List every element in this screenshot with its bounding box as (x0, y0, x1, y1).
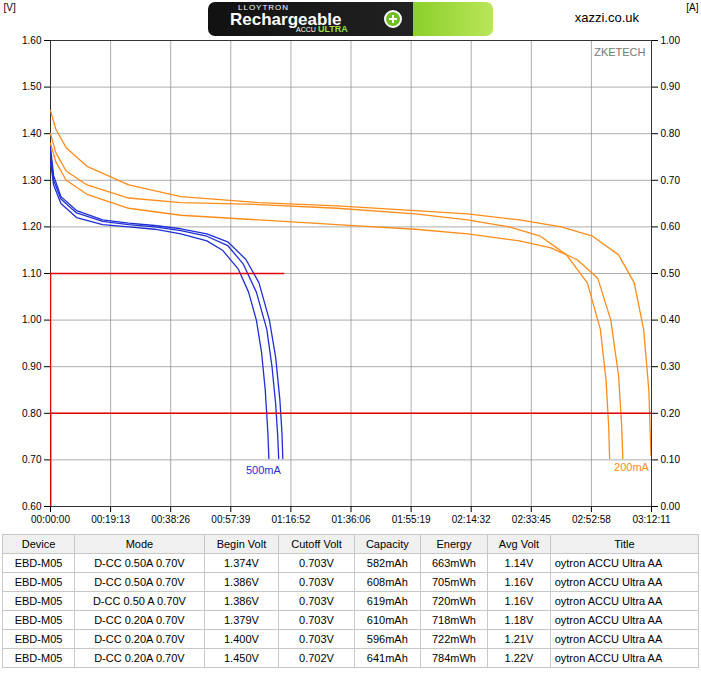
html-text:582mAh: 582mAh (366, 557, 408, 569)
html-text:Device: Device (21, 538, 56, 550)
html-text:D-CC 0.50 A 0.70V: D-CC 0.50 A 0.70V (92, 595, 186, 607)
svg-text:0.90: 0.90 (661, 81, 681, 92)
html-text:720mWh: 720mWh (431, 595, 476, 607)
html-text:1.18V: 1.18V (504, 614, 534, 626)
html-text:oytron ACCU Ultra AA: oytron ACCU Ultra AA (554, 576, 663, 588)
html-text:D-CC 0.20A 0.70V: D-CC 0.20A 0.70V (94, 614, 185, 626)
svg-text:1.20: 1.20 (22, 221, 42, 232)
html-text:EBD-M05: EBD-M05 (14, 595, 63, 607)
html-text:oytron ACCU Ultra AA: oytron ACCU Ultra AA (554, 595, 663, 607)
html-text:705mWh: 705mWh (431, 576, 476, 588)
html-text:1.22V: 1.22V (504, 652, 534, 664)
html-text:718mWh: 718mWh (431, 614, 476, 626)
html-text:1.374V: 1.374V (224, 557, 259, 569)
html-text:D-CC 0.50A 0.70V: D-CC 0.50A 0.70V (94, 576, 185, 588)
html-text:LLOYTRON: LLOYTRON (238, 3, 290, 12)
html-text:Mode: Mode (125, 538, 154, 550)
svg-text:1.60: 1.60 (22, 35, 42, 46)
svg-text:1.50: 1.50 (22, 81, 42, 92)
html-text:Begin Volt: Begin Volt (216, 538, 267, 550)
svg-text:0.40: 0.40 (661, 314, 681, 325)
html-text:722mWh: 722mWh (431, 633, 476, 645)
html-text:619mAh: 619mAh (366, 595, 408, 607)
html-text:oytron ACCU Ultra AA: oytron ACCU Ultra AA (554, 652, 663, 664)
svg-text:500mA: 500mA (246, 464, 282, 476)
html-text:Title: Title (614, 538, 635, 550)
svg-text:0.90: 0.90 (22, 361, 42, 372)
svg-text:[V]: [V] (4, 2, 16, 13)
svg-text:0.80: 0.80 (22, 408, 42, 419)
html-text:oytron ACCU Ultra AA: oytron ACCU Ultra AA (554, 557, 663, 569)
html-text:EBD-M05: EBD-M05 (14, 614, 63, 626)
html-text:EBD-M05: EBD-M05 (14, 652, 63, 664)
svg-text:1.40: 1.40 (22, 128, 42, 139)
html-text:0.703V: 0.703V (299, 557, 334, 569)
svg-text:00:00:00: 00:00:00 (31, 514, 70, 525)
html-text:Rechargeable: Rechargeable (230, 10, 342, 29)
svg-text:1.10: 1.10 (22, 268, 42, 279)
html-text:1.400V: 1.400V (224, 633, 259, 645)
html-text:663mWh: 663mWh (431, 557, 476, 569)
html-text:1.386V: 1.386V (224, 595, 259, 607)
svg-text:0.50: 0.50 (661, 268, 681, 279)
svg-text:0.10: 0.10 (661, 454, 681, 465)
svg-text:0.30: 0.30 (661, 361, 681, 372)
html-text:D-CC 0.50A 0.70V: D-CC 0.50A 0.70V (94, 557, 185, 569)
html-text:610mAh: 610mAh (366, 614, 408, 626)
svg-text:0.70: 0.70 (661, 175, 681, 186)
html-text:641mAh: 641mAh (366, 652, 408, 664)
html-text:0.703V: 0.703V (299, 595, 334, 607)
html-text:Cutoff Volt: Cutoff Volt (291, 538, 342, 550)
svg-text:200mA: 200mA (614, 461, 650, 473)
html-text:1.16V: 1.16V (504, 595, 534, 607)
svg-text:00:57:39: 00:57:39 (211, 514, 250, 525)
html-text:0.702V: 0.702V (299, 652, 334, 664)
html-text:1.16V: 1.16V (504, 576, 534, 588)
html-text:oytron ACCU Ultra AA: oytron ACCU Ultra AA (554, 633, 663, 645)
html-text:EBD-M05: EBD-M05 (14, 633, 63, 645)
svg-text:0.70: 0.70 (22, 454, 42, 465)
html-text:0.703V: 0.703V (299, 633, 334, 645)
html-text:596mAh: 596mAh (366, 633, 408, 645)
html-text:Capacity: Capacity (365, 538, 409, 550)
html-text:D-CC 0.20A 0.70V: D-CC 0.20A 0.70V (94, 652, 185, 664)
html-text:EBD-M05: EBD-M05 (14, 557, 63, 569)
svg-text:01:36:06: 01:36:06 (332, 514, 371, 525)
html-text:1.450V: 1.450V (224, 652, 259, 664)
svg-text:00:38:26: 00:38:26 (151, 514, 190, 525)
svg-text:1.30: 1.30 (22, 175, 42, 186)
svg-text:0.80: 0.80 (661, 128, 681, 139)
html-text:ACCU ULTRA: ACCU ULTRA (296, 24, 348, 34)
html-text:Energy: Energy (436, 538, 472, 550)
svg-text:02:14:32: 02:14:32 (452, 514, 491, 525)
svg-text:1.00: 1.00 (661, 35, 681, 46)
html-text:608mAh: 608mAh (366, 576, 408, 588)
html-text:0.703V: 0.703V (299, 576, 334, 588)
svg-text:0.60: 0.60 (661, 221, 681, 232)
svg-text:01:16:52: 01:16:52 (271, 514, 310, 525)
html-text:1.14V: 1.14V (504, 557, 534, 569)
svg-text:0.60: 0.60 (22, 501, 42, 512)
html-text:xazzi.co.uk: xazzi.co.uk (574, 10, 639, 25)
html-text:0.703V: 0.703V (299, 614, 334, 626)
html-text:1.379V: 1.379V (224, 614, 259, 626)
svg-text:[A]: [A] (686, 2, 698, 13)
svg-text:02:52:58: 02:52:58 (572, 514, 611, 525)
svg-text:03:12:11: 03:12:11 (632, 514, 671, 525)
svg-text:0.20: 0.20 (661, 408, 681, 419)
html-text:1.21V: 1.21V (504, 633, 534, 645)
html-text:Avg Volt: Avg Volt (498, 538, 539, 550)
html-text:784mWh: 784mWh (431, 652, 476, 664)
svg-text:02:33:45: 02:33:45 (512, 514, 551, 525)
svg-text:ZKETECH: ZKETECH (594, 46, 645, 58)
html-text:oytron ACCU Ultra AA: oytron ACCU Ultra AA (554, 614, 663, 626)
svg-text:00:19:13: 00:19:13 (91, 514, 130, 525)
svg-text:1.00: 1.00 (22, 314, 42, 325)
html-text:EBD-M05: EBD-M05 (14, 576, 63, 588)
html-text:1.386V: 1.386V (224, 576, 259, 588)
svg-text:0.00: 0.00 (661, 501, 681, 512)
html-text:D-CC 0.20A 0.70V: D-CC 0.20A 0.70V (94, 633, 185, 645)
svg-text:01:55:19: 01:55:19 (392, 514, 431, 525)
